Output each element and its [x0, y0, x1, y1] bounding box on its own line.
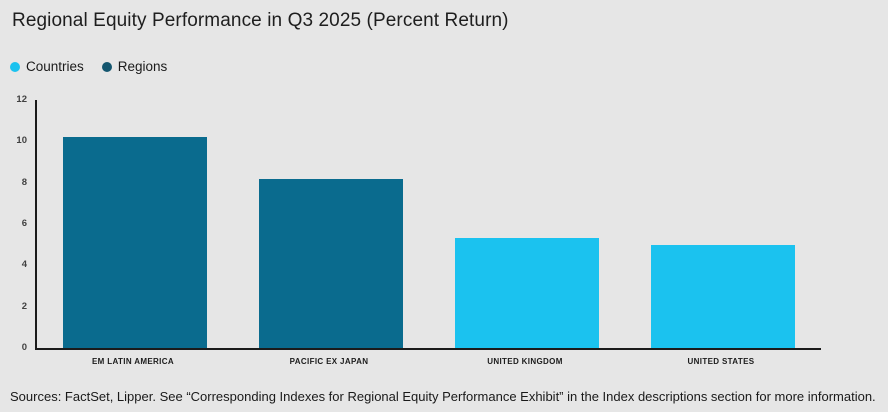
legend-label: Regions	[117, 59, 168, 74]
plot-area	[35, 100, 821, 350]
bar-band-em-latin-america	[37, 100, 233, 348]
legend-dot-icon	[10, 61, 20, 72]
y-axis-ticks: 0 2 4 6 8 10 12	[0, 94, 27, 353]
x-axis-labels: EM LATIN AMERICA PACIFIC EX JAPAN UNITED K…	[35, 357, 819, 366]
legend-item-countries: Countries	[10, 59, 84, 74]
x-category-label: EM LATIN AMERICA	[91, 357, 175, 366]
bar-band-united-kingdom	[429, 100, 625, 348]
bar-united-kingdom	[455, 238, 599, 348]
y-tick-label: 10	[16, 135, 27, 147]
x-category-label: PACIFIC EX JAPAN	[289, 357, 369, 366]
x-category-label: UNITED KINGDOM	[487, 357, 563, 366]
legend: Countries Regions	[10, 59, 167, 74]
y-tick-label: 4	[21, 259, 27, 271]
y-tick-label: 8	[21, 176, 27, 188]
y-tick-label: 6	[21, 218, 27, 229]
chart-title: Regional Equity Performance in Q3 2025 (…	[12, 10, 509, 31]
source-note: Sources: FactSet, Lipper. See “Correspon…	[10, 389, 876, 404]
bar-band-united-states	[625, 100, 821, 348]
bar-band-pacific-ex-japan	[233, 100, 429, 348]
y-tick-label: 12	[16, 94, 27, 105]
legend-dot-icon	[101, 61, 112, 72]
bar-em-latin-america	[63, 137, 207, 348]
bar-united-states	[651, 244, 795, 348]
legend-label: Countries	[26, 59, 84, 74]
legend-item-regions: Regions	[101, 59, 168, 74]
y-tick-label: 0	[21, 342, 27, 353]
y-tick-label: 2	[21, 300, 27, 312]
bar-pacific-ex-japan	[259, 178, 403, 348]
x-category-label: UNITED STATES	[687, 357, 755, 366]
